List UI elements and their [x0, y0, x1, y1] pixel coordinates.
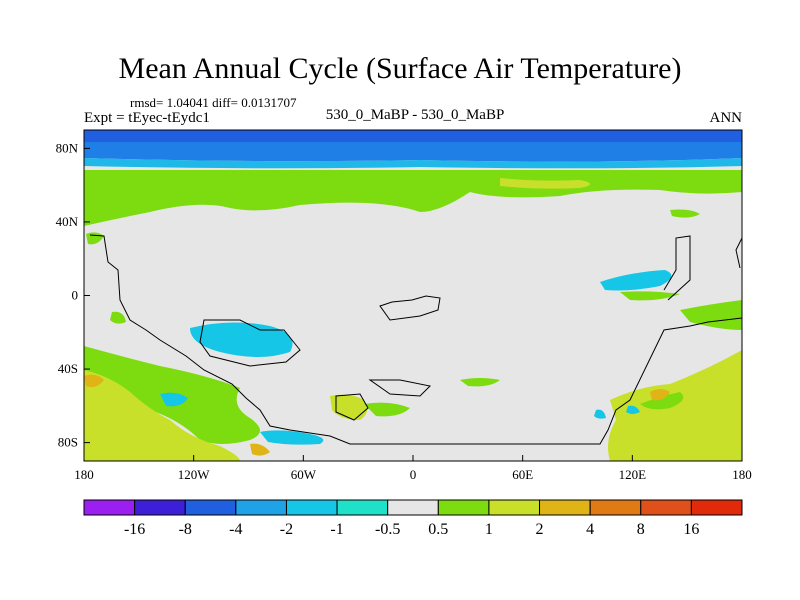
colorbar-level-label: -2 — [280, 521, 293, 538]
stats-text: rmsd= 1.04041 diff= 0.0131707 — [130, 95, 297, 110]
x-tick-label: 60W — [291, 467, 317, 482]
colorbar-swatch — [387, 499, 439, 516]
southeast-cool-spot-2 — [626, 405, 640, 414]
y-tick-label: 80S — [58, 435, 78, 450]
y-tick-label: 80N — [56, 140, 79, 155]
east-pacific-warming — [620, 291, 680, 301]
southwest-hotspot — [84, 374, 104, 388]
y-tick-label: 0 — [72, 288, 79, 303]
colorbar-level-label: 1 — [485, 521, 493, 538]
x-axis: 180 120W 60W 0 60E 120E 180 — [74, 455, 752, 482]
colorbar-level-label: -1 — [330, 521, 343, 538]
x-tick-label: 180 — [74, 467, 94, 482]
south-pacific-cooling — [190, 322, 293, 357]
arctic-band-strong — [84, 130, 742, 142]
southeast-cool-spot — [594, 409, 606, 419]
colorbar-swatch — [336, 499, 389, 516]
colorbar-level-label: 0.5 — [428, 521, 448, 538]
colorbar: -16 -8 -4 -2 -1 -0.5 0.5 1 2 4 8 16 — [83, 499, 743, 538]
y-tick-label: 40N — [56, 214, 79, 229]
colorbar-level-label: 8 — [637, 521, 645, 538]
colorbar-level-label: 4 — [586, 521, 594, 538]
colorbar-level-label: 2 — [536, 521, 544, 538]
colorbar-swatch — [437, 499, 490, 516]
far-east-warming — [680, 300, 742, 330]
east-pacific-cooling — [600, 270, 672, 291]
colorbar-swatch — [134, 499, 186, 516]
x-tick-label: 120W — [178, 467, 211, 482]
southwest-strong-warming — [84, 370, 240, 461]
continent-outlines — [89, 234, 742, 445]
arctic-band-light — [84, 158, 742, 169]
map-field — [84, 130, 742, 461]
colorbar-level-label: -8 — [179, 521, 192, 538]
colorbar-level-label: -4 — [229, 521, 242, 538]
southeast-hotspot — [650, 389, 670, 401]
x-tick-label: 120E — [619, 467, 647, 482]
colorbar-level-label: 16 — [683, 521, 699, 538]
x-tick-label: 0 — [410, 467, 417, 482]
colorbar-swatch — [690, 499, 743, 516]
south-indian-green — [460, 378, 500, 387]
experiment-label: Expt = tEyec-tEydc1 — [84, 110, 210, 126]
colorbar-swatch — [184, 499, 237, 516]
colorbar-swatch — [589, 499, 642, 516]
colorbar-swatch — [488, 499, 541, 516]
season-label: ANN — [709, 110, 743, 126]
colorbar-level-label: -16 — [124, 521, 145, 538]
y-tick-label: 40S — [58, 361, 78, 376]
x-tick-label: 180 — [732, 467, 752, 482]
north-warming-patch — [500, 178, 590, 189]
south-atlantic-green — [364, 402, 410, 417]
case-label: 530_0_MaBP - 530_0_MaBP — [325, 107, 505, 123]
antarctic-hotspot — [250, 443, 270, 456]
y-axis: 80N 40N 0 40S 80S — [56, 140, 90, 450]
colorbar-swatch — [83, 499, 136, 516]
colorbar-swatch — [640, 499, 692, 516]
chart-title: Mean Annual Cycle (Surface Air Temperatu… — [118, 52, 682, 85]
north-green-spot — [670, 209, 700, 218]
colorbar-swatch — [539, 499, 591, 516]
colorbar-swatch — [285, 499, 338, 516]
southwest-cool-spot — [160, 392, 188, 407]
arctic-band-medium — [84, 142, 742, 162]
colorbar-level-label: -0.5 — [375, 521, 400, 538]
pacific-green-spot — [110, 311, 126, 324]
southeast-green-patch — [640, 392, 684, 410]
x-tick-label: 60E — [512, 467, 533, 482]
antarctic-cooling — [260, 430, 324, 445]
colorbar-swatch — [235, 499, 287, 516]
